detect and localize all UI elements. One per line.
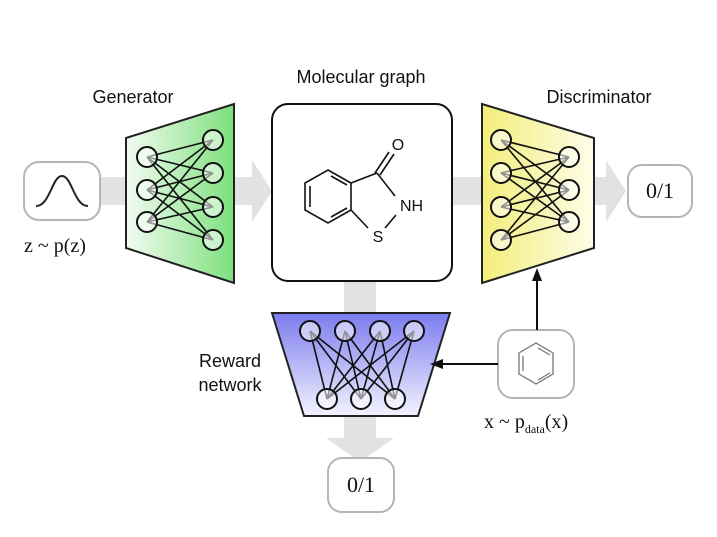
bond-n-s (384, 214, 397, 229)
discriminator-net-node (490, 229, 512, 251)
generator-title: Generator (92, 87, 173, 107)
generator-net-node (202, 162, 224, 184)
generator-net-node (202, 196, 224, 218)
flow-arrow-graph-shaft (452, 177, 482, 205)
discriminator-net-node (558, 146, 580, 168)
discriminator-output-label: 0/1 (646, 178, 674, 203)
atom-s-label: S (373, 229, 384, 246)
molecular-graph-title: Molecular graph (296, 67, 425, 87)
ring-double-bond-3 (330, 207, 348, 218)
connector-data-to-reward-head (430, 359, 443, 369)
reward-net-edge (394, 330, 415, 400)
generator-net-edge (146, 139, 214, 223)
discriminator-net-node (558, 179, 580, 201)
reward-net-node (350, 388, 372, 410)
flow-arrow-discriminator-head (606, 160, 626, 222)
discriminator-net-node (558, 211, 580, 233)
noise-input: z ~ p(z) (23, 161, 101, 257)
generator-net-edge (146, 221, 214, 241)
discriminator-net-edge (500, 156, 570, 241)
flow-arrows (100, 160, 626, 462)
reward-net-node (384, 388, 406, 410)
discriminator-net-edge (500, 221, 570, 241)
data-distribution-subscript: data (525, 422, 546, 436)
reward-net-node (316, 388, 338, 410)
reward-net-edge (309, 330, 328, 400)
reward-net-node (299, 320, 321, 342)
reward-net-node (403, 320, 425, 342)
ring-double-bond-2 (330, 175, 348, 186)
data-distribution-suffix: (x) (545, 411, 568, 433)
generator-net-edge (146, 206, 214, 223)
reward-net-node (334, 320, 356, 342)
noise-box (23, 161, 101, 221)
reward-title-line2: network (198, 375, 262, 395)
bond-co-a (374, 151, 390, 174)
discriminator-net-edge (500, 156, 570, 208)
reward-title-line1: Reward (199, 351, 261, 371)
generator-net-edge (146, 172, 214, 223)
data-distribution-label: x ~ pdata(x) (484, 411, 568, 436)
reward-output-label: 0/1 (347, 472, 375, 497)
molecular-graph-box (271, 103, 453, 282)
data-distribution-prefix: x ~ p (484, 411, 525, 433)
generator-network (136, 129, 224, 251)
atom-o-label: O (392, 137, 404, 154)
generator-net-edge (146, 189, 214, 208)
discriminator-net-node (490, 162, 512, 184)
noise-distribution-label: z ~ p(z) (24, 235, 86, 257)
data-connectors (430, 268, 542, 369)
flow-arrow-graph-down (344, 280, 376, 316)
discriminator-output-box (627, 164, 693, 218)
discriminator-title: Discriminator (546, 87, 651, 107)
bond-c-carbonyl (350, 172, 378, 184)
data-sample-box (497, 329, 575, 399)
molecule-structure (304, 151, 397, 229)
generator-net-node (202, 229, 224, 251)
generator-net-node (202, 129, 224, 151)
flow-arrow-reward-head (326, 438, 394, 462)
generator-net-node (136, 146, 158, 168)
reward-network (299, 320, 425, 410)
discriminator-net-edge (500, 189, 570, 241)
reward-net-edge (326, 330, 381, 400)
discriminator-net-node (490, 196, 512, 218)
atom-nh-label: NH (400, 198, 423, 215)
bond-carbonyl-n (376, 172, 396, 197)
connector-data-to-discriminator-head (532, 268, 542, 281)
reward-net-edge (326, 330, 346, 400)
generator-net-edge (146, 139, 214, 158)
flow-arrow-reward-shaft (344, 415, 376, 441)
flow-arrow-discriminator-shaft (594, 177, 608, 205)
discriminator-net-edge (500, 139, 570, 158)
bond-co-b (379, 153, 395, 176)
generator-net-edge (146, 139, 214, 191)
reward-net-edge (360, 330, 415, 400)
benzene-icon (518, 342, 554, 385)
generator-net-node (136, 179, 158, 201)
discriminator-net-node (490, 129, 512, 151)
flow-arrow-generator-head (252, 160, 272, 222)
bond-s-c (350, 209, 369, 229)
reward-net-edge (326, 330, 415, 400)
generator-net-node (136, 211, 158, 233)
discriminator-net-edge (500, 156, 570, 174)
reward-net-node (369, 320, 391, 342)
reward-output-box (327, 457, 395, 513)
discriminator-network (490, 129, 580, 251)
gaussian-curve-icon (35, 174, 89, 207)
flow-arrow-generator-shaft (233, 177, 255, 205)
